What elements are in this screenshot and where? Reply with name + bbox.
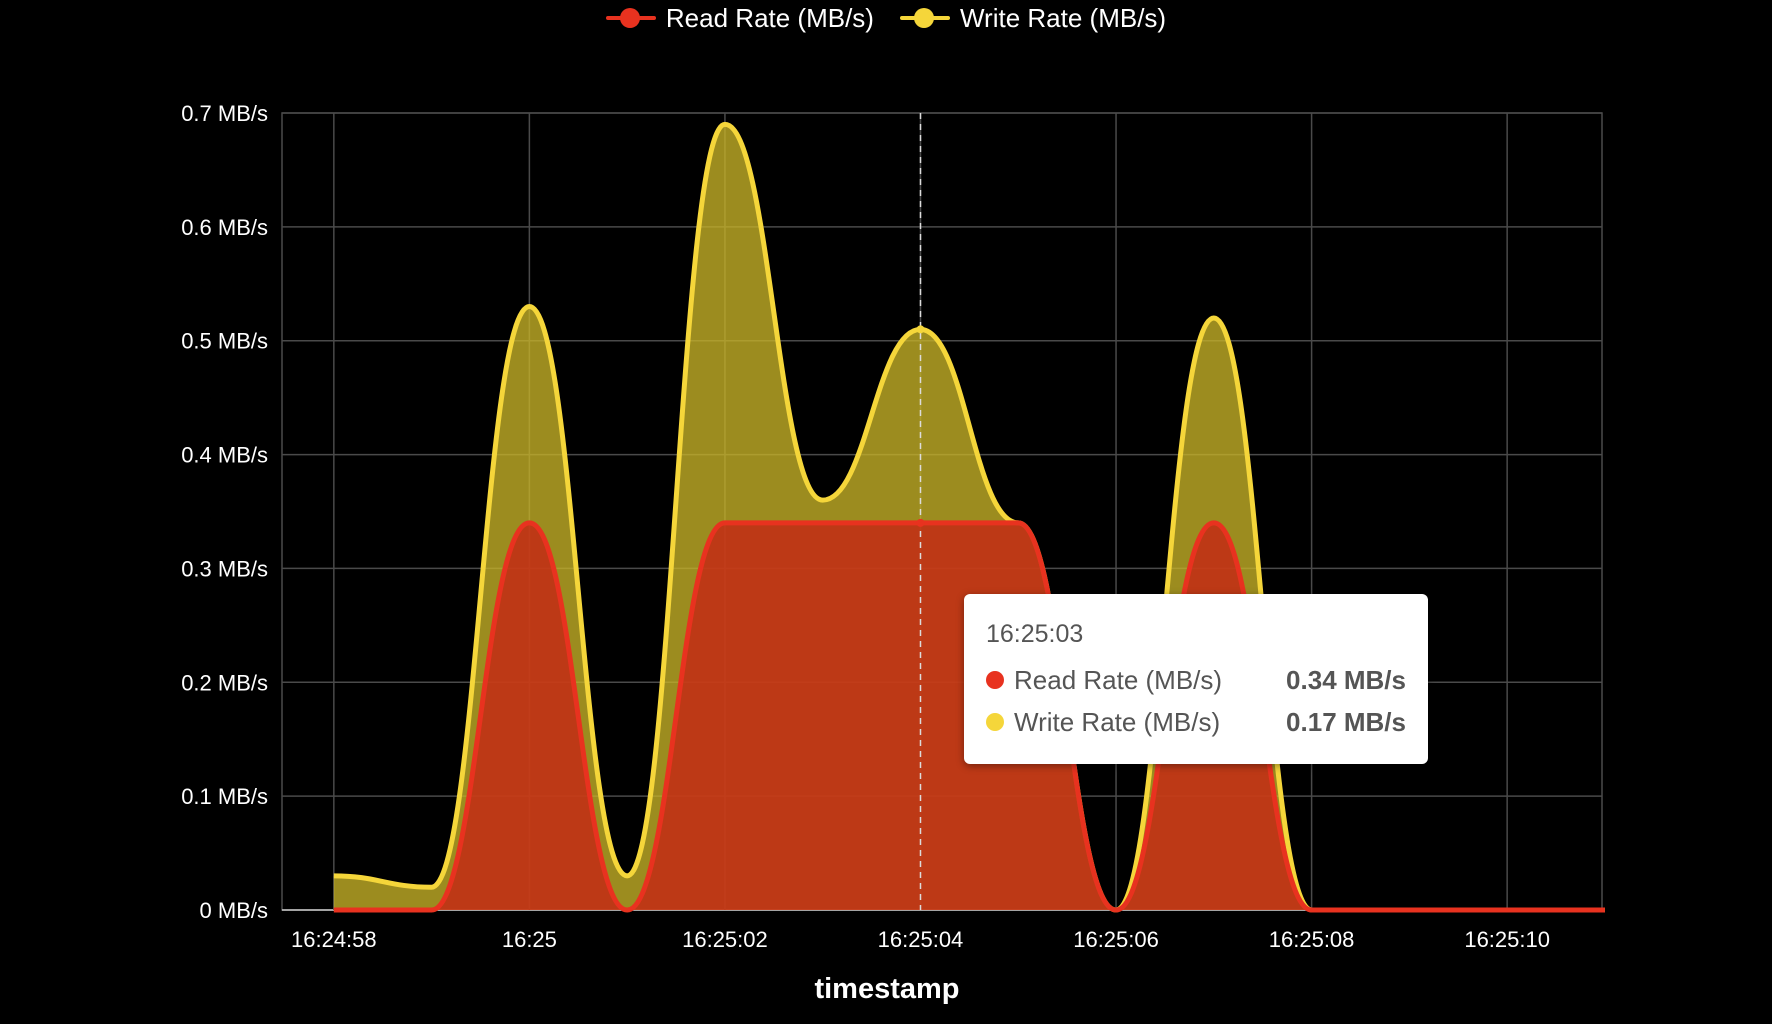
read-rate-legend-icon [605,8,656,28]
tooltip: 16:25:03 Read Rate (MB/s) 0.34 MB/s Writ… [964,594,1428,764]
x-tick-labels: 16:24:58 16:25 16:25:02 16:25:04 16:25:06 16:… [291,927,1550,952]
y-tick-label: 0.7 MB/s [181,101,268,126]
legend-label-write: Write Rate (MB/s) [959,2,1167,33]
x-tick-label: 16:24:58 [291,927,377,952]
x-tick-label: 16:25:04 [878,927,964,952]
x-tick-label: 16:25:10 [1464,927,1550,952]
read-rate-dot-icon [986,671,1004,689]
x-tick-label: 16:25 [502,927,557,952]
line-read [333,520,1605,913]
tooltip-series-value: 0.34 MB/s [1286,664,1406,695]
x-tick-label: 16:25:02 [682,927,768,952]
y-tick-label: 0.5 MB/s [181,329,268,354]
tooltip-series-name: Read Rate (MB/s) [1014,664,1223,695]
write-rate-legend-icon [899,8,950,28]
x-axis-label: timestamp [814,973,959,1005]
tooltip-series-value: 0.17 MB/s [1286,706,1406,737]
write-rate-dot-icon [986,713,1004,731]
crosshair [916,113,925,910]
area-write [333,124,1605,910]
y-tick-label: 0.6 MB/s [181,215,268,240]
y-tick-label: 0.2 MB/s [181,670,268,695]
tooltip-series-name: Write Rate (MB/s) [1014,706,1221,737]
crosshair-point-read [916,518,925,527]
legend-item-read[interactable]: Read Rate (MB/s) [605,2,874,34]
legend-item-write[interactable]: Write Rate (MB/s) [899,2,1167,34]
y-tick-label: 0.3 MB/s [181,556,268,581]
y-tick-labels: 0 MB/s 0.1 MB/s 0.2 MB/s 0.3 MB/s 0.4 MB/s 0.… [181,101,268,923]
x-tick-label: 16:25:08 [1269,927,1355,952]
crosshair-point-write [916,325,925,334]
x-tick-label: 16:25:06 [1073,927,1159,952]
y-tick-label: 0 MB/s [200,898,268,923]
legend-label-read: Read Rate (MB/s) [665,2,874,33]
y-tick-label: 0.1 MB/s [181,784,268,809]
y-tick-label: 0.4 MB/s [181,443,268,468]
tooltip-time: 16:25:03 [986,620,1084,648]
legend: Read Rate (MB/s) Write Rate (MB/s) [0,0,1772,36]
tooltip-row-read: Read Rate (MB/s) 0.34 MB/s [986,659,1406,701]
tooltip-row-write: Write Rate (MB/s) 0.17 MB/s [986,701,1406,743]
series-areas [333,121,1605,913]
